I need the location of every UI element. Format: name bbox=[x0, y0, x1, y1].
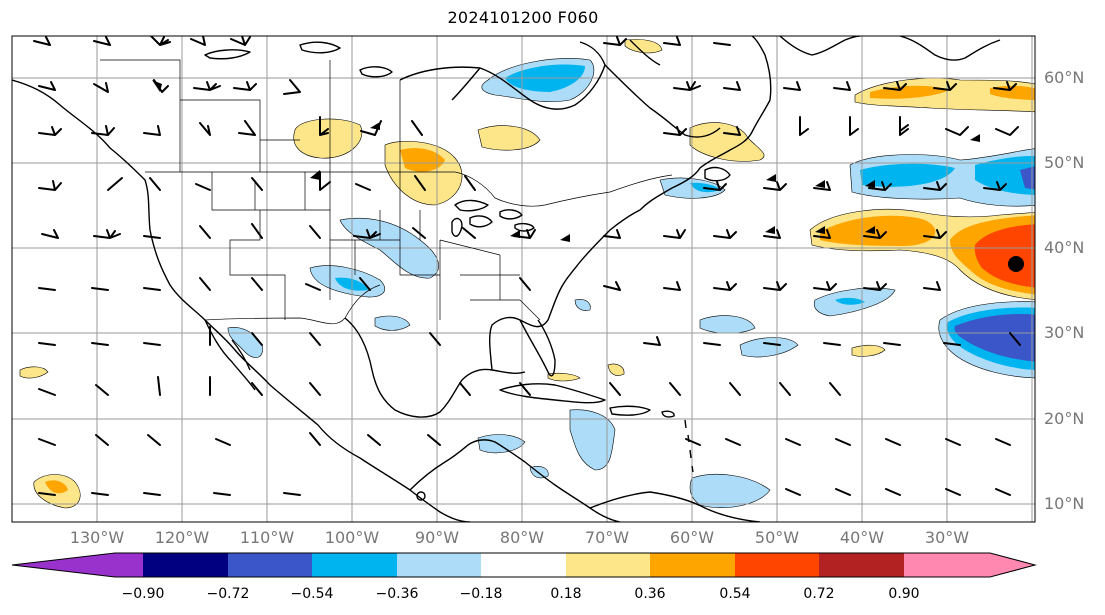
colorbar-tick-6: 0.36 bbox=[634, 586, 666, 602]
low-center-marker bbox=[1008, 256, 1024, 272]
colorbar-tick-4: −0.18 bbox=[459, 586, 503, 602]
anomaly-pacific-positive-1-core bbox=[45, 480, 68, 494]
colorbar-tick-7: 0.54 bbox=[719, 586, 751, 602]
anomaly-ontario-positive-core bbox=[400, 148, 445, 172]
graticule bbox=[12, 36, 1035, 522]
lon-label-40w: 40°W bbox=[839, 528, 885, 547]
anomaly-midatlantic-negative-1-core bbox=[835, 297, 865, 305]
lon-label-100w: 100°W bbox=[324, 528, 380, 547]
colorbar-tick-3: −0.36 bbox=[375, 586, 419, 602]
lon-label-50w: 50°W bbox=[754, 528, 800, 547]
coastlines bbox=[12, 36, 1001, 522]
lon-label-60w: 60°W bbox=[669, 528, 715, 547]
anomaly-quebec-positive bbox=[477, 125, 541, 151]
wind-flags bbox=[152, 80, 980, 242]
lat-label-40n: 40°N bbox=[1044, 238, 1085, 257]
lat-label-60n: 60°N bbox=[1044, 68, 1085, 87]
lon-label-90w: 90°W bbox=[414, 528, 460, 547]
anomaly-atlantic-50n-core bbox=[860, 163, 955, 187]
anomaly-baja-negative bbox=[227, 327, 263, 358]
anomaly-atlantic-50n-core-3 bbox=[1020, 166, 1035, 190]
anomaly-midatlantic-negative-3 bbox=[739, 337, 799, 358]
colorbar-tick-2: −0.54 bbox=[290, 586, 334, 602]
lat-label-20n: 20°N bbox=[1044, 409, 1085, 428]
anomaly-greenland-positive bbox=[624, 39, 663, 54]
lat-label-30n: 30°N bbox=[1044, 323, 1085, 342]
wind-barbs bbox=[33, 36, 1021, 496]
lon-label-120w: 120°W bbox=[154, 528, 210, 547]
colorbar-tick-5: 0.18 bbox=[550, 586, 582, 602]
anomaly-caribbean-negative-3 bbox=[689, 473, 771, 508]
lon-label-130w: 130°W bbox=[69, 528, 125, 547]
lon-label-80w: 80°W bbox=[499, 528, 545, 547]
anomaly-midatlantic-positive bbox=[851, 344, 886, 357]
colorbar-tick-9: 0.90 bbox=[888, 586, 920, 602]
lon-label-110w: 110°W bbox=[239, 528, 295, 547]
anomaly-pacific-positive-2 bbox=[19, 366, 49, 379]
anomaly-atlantic-30n-deep bbox=[954, 314, 1035, 362]
lat-label-50n: 50°N bbox=[1044, 153, 1085, 172]
anomaly-bahamas-positive bbox=[607, 363, 625, 376]
anomaly-gulfofmexico-positive bbox=[547, 372, 581, 382]
anomaly-midatlantic-negative-2 bbox=[699, 315, 756, 334]
anomaly-atlantic-40n-red bbox=[974, 224, 1035, 288]
borders bbox=[100, 59, 673, 325]
lat-label-10n: 10°N bbox=[1044, 494, 1085, 513]
map-title: 2024101200 F060 bbox=[447, 8, 599, 27]
anomaly-labrador-positive bbox=[689, 122, 765, 162]
colorbar-tick-8: 0.72 bbox=[803, 586, 835, 602]
map-frame bbox=[11, 35, 1036, 523]
colorbar-tick-1: −0.72 bbox=[206, 586, 250, 602]
colorbar-tick-0: −0.90 bbox=[121, 586, 165, 602]
anomaly-gulf-negative bbox=[374, 315, 411, 331]
anomaly-florida-negative bbox=[574, 299, 591, 311]
lon-label-30w: 30°W bbox=[924, 528, 970, 547]
lon-label-70w: 70°W bbox=[584, 528, 630, 547]
anomaly-caribbean-negative-1 bbox=[477, 434, 526, 454]
anomaly-atlantic-50n-core-2 bbox=[975, 155, 1035, 195]
anomaly-caribbean-negative-2 bbox=[569, 409, 616, 471]
